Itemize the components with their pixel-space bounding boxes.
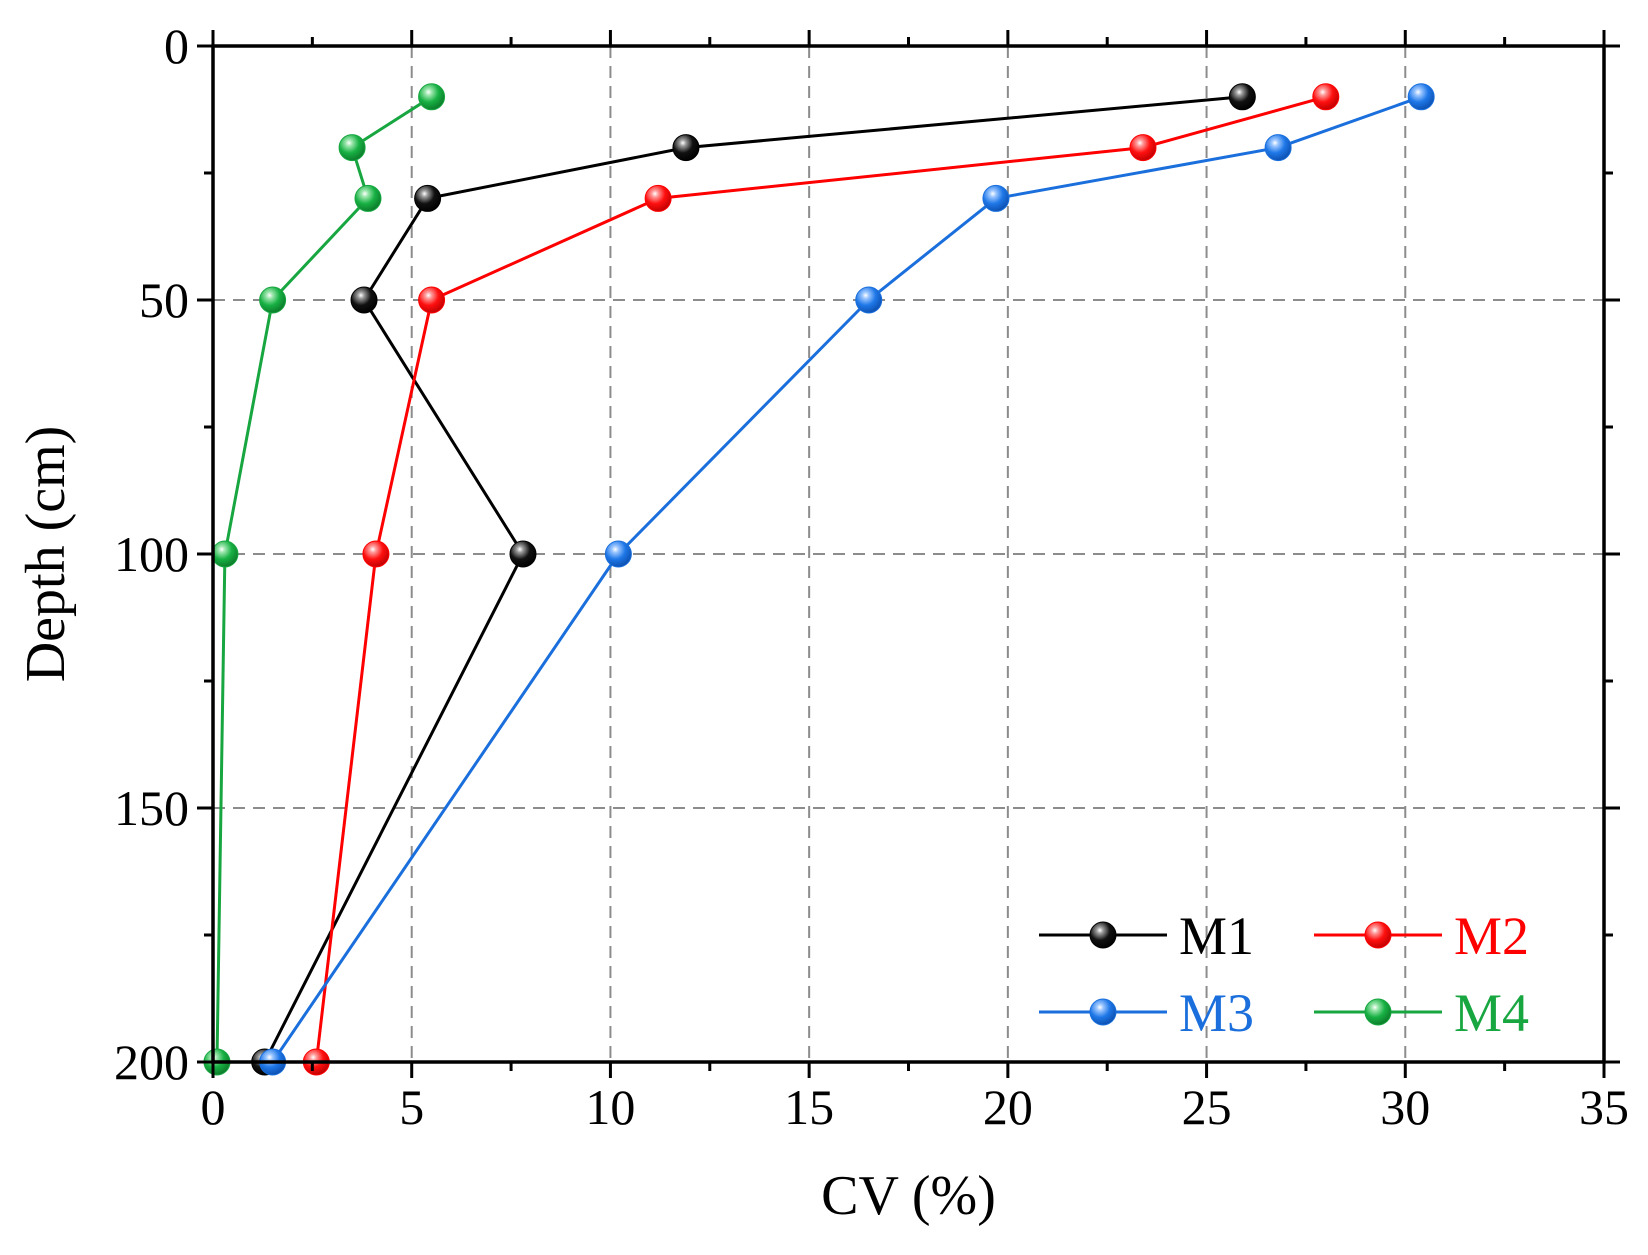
- data-point-m1: [509, 540, 537, 568]
- legend-marker-m4: [1364, 998, 1392, 1026]
- data-point-m1: [350, 286, 378, 314]
- legend: M1 M2 M3 M4: [1039, 906, 1529, 1043]
- data-point-m2: [1129, 134, 1157, 162]
- legend-marker-m3: [1089, 998, 1117, 1026]
- legend-marker-m2: [1364, 921, 1392, 949]
- x-tick-label: 10: [585, 1079, 635, 1135]
- y-tick-label: 150: [114, 780, 189, 836]
- data-point-m1: [414, 184, 442, 212]
- series-m3: [259, 83, 1435, 1076]
- legend-item-m2: M2: [1314, 906, 1529, 966]
- data-point-m4: [338, 134, 366, 162]
- legend-item-m4: M4: [1314, 983, 1529, 1043]
- series-line-m2: [314, 95, 1327, 1063]
- data-point-m3: [1264, 134, 1292, 162]
- x-axis-title: CV (%): [821, 1165, 996, 1227]
- series-m4: [203, 83, 446, 1076]
- x-tick-label: 5: [399, 1079, 424, 1135]
- x-tick-label: 25: [1182, 1079, 1232, 1135]
- legend-item-m3: M3: [1039, 983, 1254, 1043]
- x-tick-label: 30: [1380, 1079, 1430, 1135]
- legend-label-m1: M1: [1179, 906, 1254, 966]
- x-tick-label: 35: [1579, 1079, 1629, 1135]
- data-point-m3: [855, 286, 883, 314]
- x-tick-labels: 0 5 10 15 20 25 30 35: [201, 1079, 1630, 1135]
- x-tick-label: 20: [983, 1079, 1033, 1135]
- data-point-m4: [418, 83, 446, 111]
- x-tick-label: 0: [201, 1079, 226, 1135]
- data-point-m3: [982, 184, 1010, 212]
- series-m2: [302, 83, 1340, 1076]
- axis-ticks: [197, 30, 1620, 1078]
- data-point-m3: [1407, 83, 1435, 111]
- series-line-m3: [271, 95, 1422, 1063]
- x-tick-label: 15: [784, 1079, 834, 1135]
- legend-label-m2: M2: [1454, 906, 1529, 966]
- data-point-m1: [1228, 83, 1256, 111]
- data-point-m4: [259, 286, 287, 314]
- legend-label-m4: M4: [1454, 983, 1529, 1043]
- legend-marker-m1: [1089, 921, 1117, 949]
- y-tick-label: 50: [139, 272, 189, 328]
- data-point-m4: [354, 184, 382, 212]
- y-tick-label: 100: [114, 526, 189, 582]
- series-line-m1: [263, 95, 1243, 1063]
- y-tick-label: 0: [164, 18, 189, 74]
- series-line-m4: [215, 95, 433, 1063]
- data-point-m2: [362, 540, 390, 568]
- y-tick-label: 200: [114, 1034, 189, 1090]
- y-axis-title: Depth (cm): [15, 426, 77, 683]
- data-point-m1: [672, 134, 700, 162]
- data-point-m2: [1312, 83, 1340, 111]
- series-layer: [203, 83, 1435, 1076]
- data-point-m2: [644, 184, 672, 212]
- data-point-m2: [418, 286, 446, 314]
- legend-item-m1: M1: [1039, 906, 1254, 966]
- y-tick-labels: 0 50 100 150 200: [114, 18, 189, 1090]
- data-point-m3: [604, 540, 632, 568]
- legend-label-m3: M3: [1179, 983, 1254, 1043]
- data-point-m4: [211, 540, 239, 568]
